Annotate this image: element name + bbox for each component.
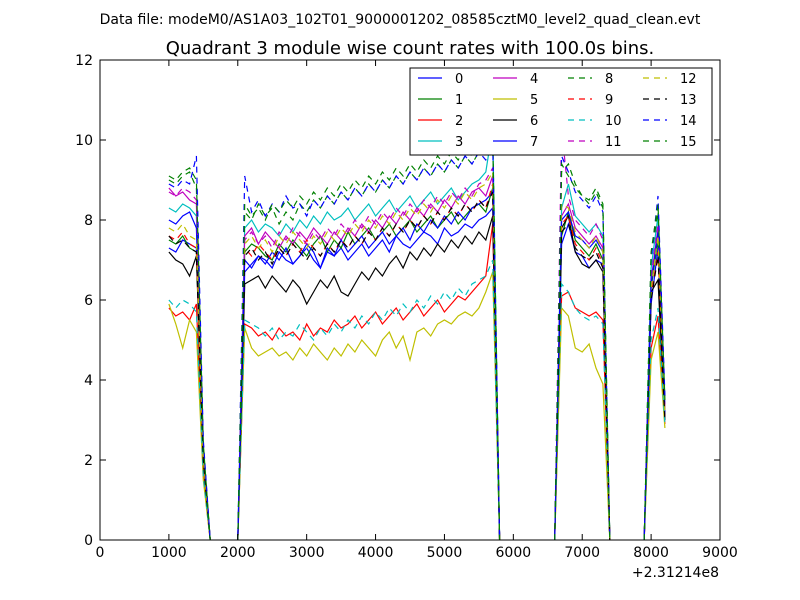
series-11-line-segment-1 — [168, 187, 211, 541]
x-offset-label: +2.31214e8 — [632, 565, 719, 581]
series-1-line-segment-2 — [237, 187, 501, 541]
series-9-line-segment-3 — [554, 214, 611, 541]
legend-label-3: 3 — [455, 135, 463, 150]
legend-label-9: 9 — [605, 93, 613, 108]
legend-label-10: 10 — [605, 114, 622, 129]
series-3-line-segment-2 — [237, 127, 501, 541]
y-tick-label: 8 — [84, 213, 93, 229]
x-tick-label: 4000 — [358, 545, 394, 561]
legend-label-11: 11 — [605, 135, 622, 150]
legend-label-5: 5 — [530, 93, 538, 108]
series-3-line-segment-3 — [554, 183, 611, 541]
series-5-line-segment-3 — [554, 306, 611, 541]
series-10-line-segment-1 — [168, 299, 211, 541]
series-6-line-segment-1 — [168, 251, 211, 541]
series-0-line-segment-2 — [237, 206, 501, 541]
series-2-line-segment-2 — [237, 223, 501, 541]
legend-label-14: 14 — [680, 114, 697, 129]
x-tick-label: 1000 — [151, 545, 187, 561]
series-9-line-segment-1 — [168, 230, 211, 541]
series-14-line-segment-2 — [237, 143, 501, 541]
series-12-line-segment-3 — [554, 202, 611, 541]
legend-label-1: 1 — [455, 93, 463, 108]
y-tick-label: 6 — [84, 293, 93, 309]
series-15-line-segment-4 — [643, 203, 666, 541]
x-tick-label: 2000 — [220, 545, 256, 561]
series-4-line-segment-2 — [237, 175, 501, 541]
legend-label-12: 12 — [680, 72, 697, 87]
series-9-line-segment-2 — [237, 183, 501, 541]
series-13-line-segment-2 — [237, 191, 501, 541]
series-14-line-segment-1 — [168, 155, 211, 541]
series-0-line-segment-1 — [168, 239, 211, 541]
legend-label-6: 6 — [530, 114, 538, 129]
legend-label-4: 4 — [530, 72, 538, 87]
x-tick-label: 0 — [96, 545, 105, 561]
series-7-line-segment-3 — [554, 210, 611, 541]
series-14-line-segment-3 — [554, 155, 611, 541]
series-13-line-segment-1 — [168, 235, 211, 541]
legend-label-13: 13 — [680, 93, 697, 108]
axis-tick-labels: 0 1000 2000 3000 4000 5000 6000 7000 8000 9000 0 2 4… — [75, 53, 738, 561]
series-8-line-segment-2 — [237, 131, 501, 541]
x-tick-label: 5000 — [427, 545, 463, 561]
series-13-line-segment-3 — [554, 222, 611, 541]
series-1-line-segment-1 — [168, 234, 211, 541]
series-2-line-segment-3 — [554, 291, 611, 541]
plot-lines — [168, 127, 666, 541]
series-4-line-segment-3 — [554, 202, 611, 541]
legend-label-8: 8 — [605, 72, 613, 87]
y-tick-label: 4 — [84, 373, 93, 389]
x-tick-label: 8000 — [633, 545, 669, 561]
series-15-line-segment-2 — [237, 137, 501, 541]
x-tick-label: 7000 — [564, 545, 600, 561]
series-5-line-segment-2 — [237, 271, 501, 541]
series-12-line-segment-1 — [168, 222, 211, 541]
legend-label-15: 15 — [680, 135, 697, 150]
series-10-line-segment-3 — [554, 282, 611, 541]
y-tick-label: 2 — [84, 453, 93, 469]
series-6-line-segment-2 — [237, 215, 501, 541]
y-tick-label: 0 — [84, 533, 93, 549]
series-12-line-segment-2 — [237, 169, 501, 541]
series-11-line-segment-2 — [237, 165, 501, 541]
y-tick-label: 12 — [75, 53, 93, 69]
axis-ticks — [99, 59, 721, 541]
series-15-line-segment-1 — [168, 167, 211, 541]
data-file-header: Data file: modeM0/AS1A03_102T01_90000012… — [100, 12, 701, 28]
legend-label-2: 2 — [455, 114, 463, 129]
series-1-line-segment-3 — [554, 209, 611, 541]
series-11-line-segment-3 — [554, 127, 611, 541]
series-13-line-segment-4 — [643, 255, 666, 541]
y-tick-label: 10 — [75, 133, 93, 149]
series-5-line-segment-1 — [168, 303, 211, 541]
series-7-line-segment-2 — [237, 190, 501, 541]
legend-box — [409, 67, 713, 156]
x-tick-label: 3000 — [289, 545, 325, 561]
x-tick-label: 9000 — [702, 545, 738, 561]
legend-label-7: 7 — [530, 135, 538, 150]
x-tick-label: 6000 — [496, 545, 532, 561]
series-6-line-segment-3 — [554, 214, 611, 541]
legend-label-0: 0 — [455, 72, 463, 87]
chart-title: Quadrant 3 module wise count rates with … — [166, 38, 655, 59]
series-10-line-segment-2 — [237, 259, 501, 541]
series-2-line-segment-1 — [168, 303, 211, 541]
